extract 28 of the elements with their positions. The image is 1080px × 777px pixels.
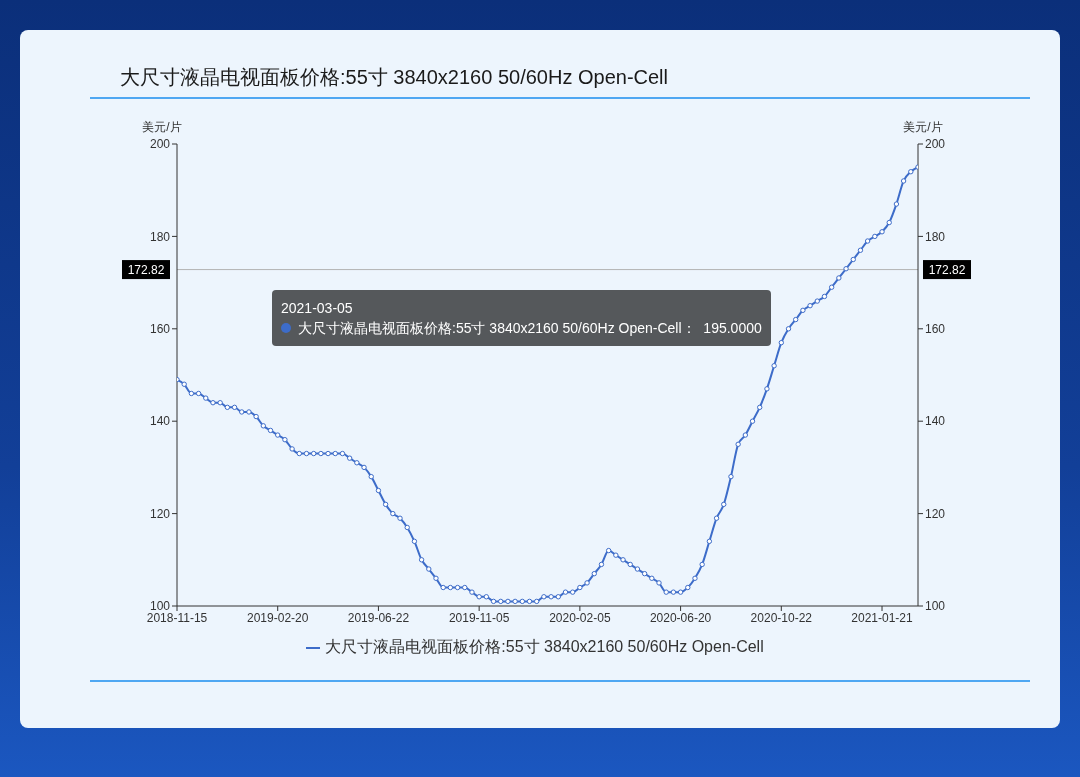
- ref-line-label: 172.82: [928, 262, 966, 277]
- y2-tick-label: 120: [925, 506, 946, 521]
- y2-tick-label: 140: [925, 414, 946, 429]
- y-axis-title: 美元/片: [141, 119, 183, 136]
- chart-title: 大尺寸液晶电视面板价格:55寸 3840x2160 50/60Hz Open-Cell: [120, 65, 668, 90]
- annotation: 2021-03-05: [281, 299, 354, 318]
- y2-tick-label: 180: [925, 229, 946, 244]
- y2-axis-title: 美元/片: [902, 119, 944, 136]
- x-tick-label: 2019-11-05: [448, 610, 510, 625]
- y-tick-label: 160: [149, 322, 171, 337]
- y-tick-label: 200: [149, 137, 171, 152]
- y2-tick-label: 160: [925, 322, 946, 337]
- y2-tick-label: 100: [925, 599, 946, 614]
- crosshair-tag: 172.82: [122, 260, 170, 280]
- x-tick-label: 2020-10-22: [750, 610, 813, 625]
- x-tick-label: 2019-02-20: [247, 610, 309, 625]
- tooltip-box: 2021-03-05 大尺寸液晶电视面板价格:55寸 3840x2160 50/60Hz Open-Cell： 195.0000: [272, 290, 771, 346]
- y-tick-label: 120: [149, 506, 171, 521]
- x-tick-label: 2019-06-22: [347, 610, 410, 625]
- crosshair-tag: 172.82: [923, 260, 971, 280]
- legend-label: 大尺寸液晶电视面板价格:55寸 3840x2160 50/60Hz Open-Cell: [325, 637, 764, 657]
- y-tick-label: 140: [149, 414, 171, 429]
- x-tick-label: 2020-06-20: [649, 610, 712, 625]
- y-tick-label: 180: [149, 229, 171, 244]
- annotation: 大尺寸液晶电视面板价格:55寸 3840x2160 50/60Hz Open-Cell： 195.0000: [298, 319, 762, 338]
- x-tick-label: 2021-01-21: [851, 610, 914, 625]
- x-tick-label: 2020-02-05: [549, 610, 611, 625]
- y2-tick-label: 200: [925, 137, 946, 152]
